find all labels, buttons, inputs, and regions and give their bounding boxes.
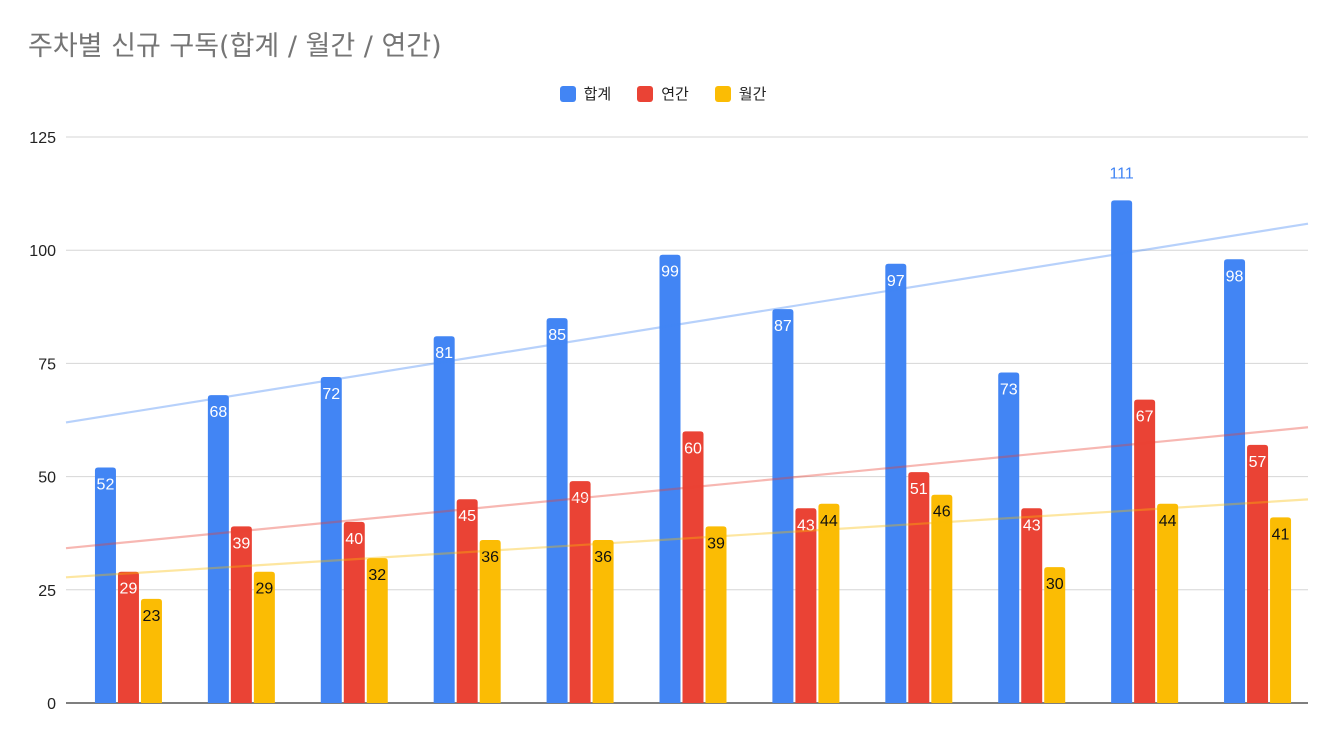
data-label-monthly: 36 xyxy=(594,549,612,566)
data-label-monthly: 23 xyxy=(143,608,161,625)
legend-item-total[interactable]: 합계 xyxy=(559,83,612,104)
data-label-total: 111 xyxy=(1109,165,1133,182)
bar-annual xyxy=(1247,444,1269,703)
bar-annual xyxy=(117,571,139,703)
legend-swatch-monthly xyxy=(714,85,731,102)
bar-monthly xyxy=(1044,567,1066,703)
bar-annual xyxy=(456,499,478,703)
legend-item-monthly[interactable]: 월간 xyxy=(714,83,767,104)
data-label-monthly: 46 xyxy=(933,504,951,521)
data-label-monthly: 29 xyxy=(255,581,273,598)
bar-total xyxy=(320,376,342,703)
bar-monthly xyxy=(931,494,953,703)
data-label-monthly: 39 xyxy=(707,535,725,552)
legend-swatch-total xyxy=(559,85,576,102)
bar-monthly xyxy=(705,526,727,703)
data-label-total: 72 xyxy=(322,386,340,403)
data-label-annual: 45 xyxy=(458,508,476,525)
bar-total xyxy=(1111,200,1133,703)
data-label-total: 85 xyxy=(548,327,566,344)
data-label-monthly: 44 xyxy=(820,513,838,530)
bar-annual xyxy=(1134,399,1156,703)
legend: 합계 연간 월간 xyxy=(0,83,1326,104)
legend-item-annual[interactable]: 연간 xyxy=(637,83,689,104)
data-label-total: 99 xyxy=(661,264,679,281)
bar-total xyxy=(659,254,681,703)
bar-total xyxy=(885,263,907,703)
legend-label-monthly: 월간 xyxy=(738,85,767,103)
data-label-monthly: 32 xyxy=(368,567,386,584)
bar-total xyxy=(94,467,116,703)
y-tick-label: 0 xyxy=(47,696,56,713)
data-label-annual: 39 xyxy=(232,535,250,552)
bar-annual xyxy=(682,431,704,703)
data-label-annual: 43 xyxy=(797,517,815,534)
bar-annual xyxy=(908,472,930,703)
bar-total xyxy=(998,372,1020,703)
bar-annual xyxy=(795,508,817,703)
data-label-total: 52 xyxy=(97,477,115,494)
data-label-annual: 60 xyxy=(684,440,702,457)
trendline-total xyxy=(65,222,1309,424)
bar-annual xyxy=(1021,508,1043,703)
y-tick-label: 100 xyxy=(29,243,56,260)
data-label-annual: 51 xyxy=(910,481,928,498)
bar-annual xyxy=(230,526,252,703)
bar-monthly xyxy=(253,571,275,703)
data-label-monthly: 30 xyxy=(1046,576,1064,593)
bar-annual xyxy=(343,521,365,703)
data-label-annual: 43 xyxy=(1023,517,1041,534)
data-label-annual: 40 xyxy=(345,531,363,548)
bar-monthly xyxy=(479,539,501,703)
data-label-total: 87 xyxy=(774,318,792,335)
bar-monthly xyxy=(818,503,840,703)
bar-annual xyxy=(569,481,591,703)
trendline-annual xyxy=(65,426,1309,550)
data-label-annual: 29 xyxy=(120,581,138,598)
y-tick-label: 25 xyxy=(38,583,56,600)
trendline-monthly xyxy=(65,498,1309,579)
bar-total xyxy=(433,336,455,703)
bar-monthly xyxy=(592,539,614,703)
data-label-total: 68 xyxy=(209,404,227,421)
bar-monthly xyxy=(1157,503,1179,703)
data-label-monthly: 41 xyxy=(1272,526,1290,543)
y-tick-label: 125 xyxy=(29,130,56,147)
data-label-annual: 49 xyxy=(571,490,589,507)
y-tick-label: 75 xyxy=(38,356,56,373)
data-label-total: 97 xyxy=(887,273,905,290)
y-tick-label: 50 xyxy=(38,470,56,487)
legend-label-total: 합계 xyxy=(583,85,612,103)
bar-total xyxy=(546,318,568,703)
data-label-total: 98 xyxy=(1226,268,1244,285)
bar-monthly xyxy=(366,558,388,703)
data-label-annual: 67 xyxy=(1136,409,1154,426)
bar-monthly xyxy=(140,598,162,703)
data-label-monthly: 44 xyxy=(1159,513,1177,530)
data-label-total: 73 xyxy=(1000,381,1018,398)
chart-title: 주차별 신규 구독(합계 / 월간 / 연간) xyxy=(28,31,442,62)
data-label-annual: 57 xyxy=(1249,454,1267,471)
bar-total xyxy=(1224,259,1246,703)
data-label-monthly: 36 xyxy=(481,549,499,566)
bar-total xyxy=(207,395,229,703)
bar-monthly xyxy=(1270,517,1292,703)
data-label-total: 81 xyxy=(435,345,453,362)
legend-swatch-annual xyxy=(637,85,654,102)
bar-total xyxy=(772,309,794,703)
legend-label-annual: 연간 xyxy=(661,85,689,103)
